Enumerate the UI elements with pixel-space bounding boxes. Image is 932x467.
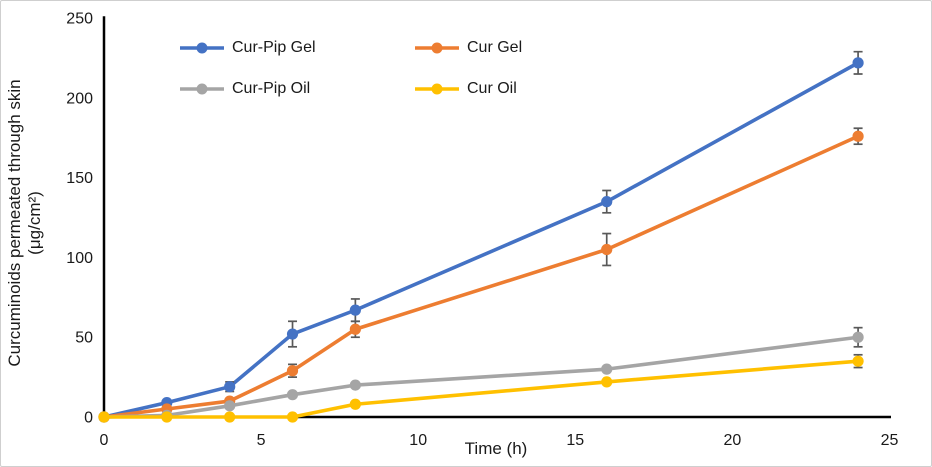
legend-marker-icon [415,83,459,95]
series-line [102,134,860,419]
data-point-marker [601,376,613,388]
legend-item-cur-pip-gel: Cur-Pip Gel [179,39,316,56]
data-point-marker [852,331,864,343]
data-point-marker [224,400,236,412]
y-axis-title: Curcuminoids permeated through skin (μg/… [5,79,45,366]
data-point-marker [161,411,173,423]
x-tick-label: 5 [257,432,266,449]
y-axis-title-line2: (μg/cm²) [25,191,44,255]
data-point-marker [601,363,613,375]
data-point-marker [852,130,864,142]
y-tick-label: 200 [66,90,93,107]
data-point-marker [349,398,361,410]
x-tick-label: 0 [100,432,109,449]
data-point-marker [286,365,299,377]
x-axis-title: Time (h) [464,439,528,458]
data-point-marker [98,411,110,423]
legend-label: Cur Gel [467,39,523,56]
data-point-marker [601,243,613,256]
x-tick-label: 15 [566,432,584,449]
data-point-marker [349,304,361,316]
legend-label: Cur-Pip Oil [232,80,311,97]
legend-label: Cur-Pip Gel [232,39,316,56]
series-line [102,61,860,419]
data-point-marker [224,381,236,393]
data-point-marker [349,379,361,391]
data-point-marker [349,323,361,335]
data-point-marker [852,57,864,69]
legend-item-cur-pip-oil: Cur-Pip Oil [179,80,311,97]
y-tick-label: 100 [66,250,93,267]
data-point-marker [601,196,613,208]
series-line [102,335,860,419]
data-point-marker [224,411,236,423]
legend-label: Cur Oil [467,80,517,97]
legend-item-cur-gel: Cur Gel [414,39,523,56]
y-tick-label: 50 [75,330,93,347]
data-point-marker [852,355,864,367]
x-tick-label: 20 [724,432,742,449]
data-point-marker [286,411,299,423]
y-tick-label: 250 [66,11,93,28]
legend-marker-icon [415,42,459,54]
y-tick-label: 150 [66,170,93,187]
x-tick-label: 25 [881,432,899,449]
data-point-marker [286,389,299,401]
legend-marker-icon [180,83,224,95]
data-point-marker [286,328,299,340]
y-axis-title-line1: Curcuminoids permeated through skin [5,79,24,367]
legend-item-cur-oil: Cur Oil [414,80,517,97]
legend-marker-icon [180,42,224,54]
x-tick-label: 10 [409,432,427,449]
y-tick-label: 0 [84,410,93,427]
